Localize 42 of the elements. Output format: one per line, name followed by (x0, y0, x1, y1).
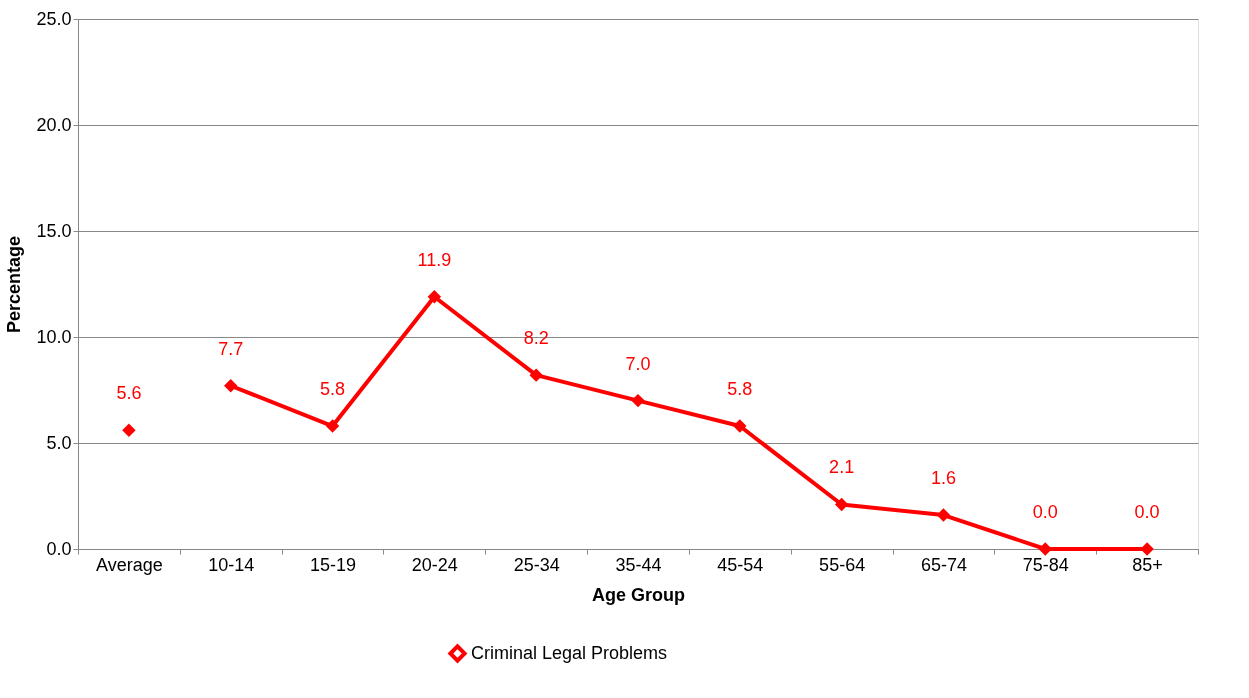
point (733, 419, 747, 433)
point (122, 423, 136, 437)
y-axis-title: Percentage (4, 235, 25, 334)
x-tick-label: 15-19 (310, 554, 357, 575)
y-tick-label: 5.0 (46, 432, 72, 453)
data-label: 0.0 (1032, 502, 1058, 522)
x-tick-label: 85+ (1132, 554, 1163, 575)
x-tick-label: 75-84 (1022, 554, 1069, 575)
data-label: 5.8 (727, 379, 753, 400)
point (936, 508, 951, 522)
y-tick-label: 15.0 (36, 220, 72, 241)
x-tick-label: 35-44 (615, 554, 662, 575)
x-tick-label: 25-34 (513, 554, 560, 575)
data-label: 2.1 (829, 457, 855, 478)
x-tick-label: 10-14 (208, 554, 255, 575)
data-label: 7.7 (218, 338, 244, 359)
x-tick-label: 45-54 (717, 554, 764, 575)
data-label: 11.9 (417, 249, 452, 270)
point (529, 368, 543, 382)
y-tick-label: 25.0 (36, 8, 72, 29)
point (1140, 542, 1154, 556)
point (834, 497, 849, 512)
legend-label: Criminal Legal Problems (471, 642, 668, 663)
data-label: 0.0 (1134, 502, 1160, 522)
data-label: 1.6 (930, 468, 956, 489)
y-tick-label: 10.0 (36, 326, 72, 347)
data-label: 7.0 (625, 353, 651, 374)
point (325, 419, 340, 433)
y-tick-label: 0.0 (46, 538, 72, 559)
data-label: 5.6 (116, 383, 142, 404)
point (224, 379, 238, 393)
x-tick-label: 20-24 (411, 554, 458, 575)
point (1038, 542, 1052, 556)
x-tick-label: Average (96, 554, 163, 575)
x-tick-label: 55-64 (819, 554, 866, 575)
data-label: 8.2 (523, 328, 549, 349)
y-tick-label: 20.0 (36, 114, 72, 135)
data-label: 5.8 (320, 379, 346, 400)
point (427, 290, 442, 304)
x-tick-label: 65-74 (920, 554, 967, 575)
point (631, 393, 645, 408)
x-axis-title: Age Group (592, 584, 685, 605)
